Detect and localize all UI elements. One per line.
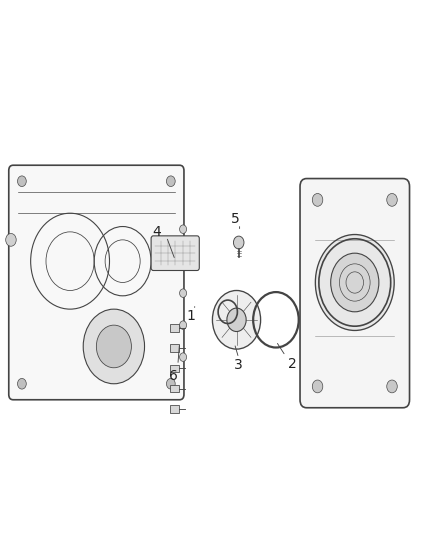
Circle shape bbox=[18, 378, 26, 389]
Circle shape bbox=[6, 233, 16, 246]
Bar bbox=[170, 405, 179, 413]
Circle shape bbox=[331, 253, 379, 312]
Circle shape bbox=[180, 353, 187, 361]
Text: 4: 4 bbox=[152, 225, 161, 239]
Text: 3: 3 bbox=[234, 358, 243, 372]
Circle shape bbox=[18, 176, 26, 187]
Circle shape bbox=[166, 378, 175, 389]
Circle shape bbox=[180, 225, 187, 233]
Circle shape bbox=[180, 289, 187, 297]
Circle shape bbox=[387, 380, 397, 393]
Circle shape bbox=[233, 236, 244, 249]
Circle shape bbox=[315, 235, 394, 330]
Circle shape bbox=[312, 193, 323, 206]
Circle shape bbox=[312, 380, 323, 393]
Bar bbox=[170, 344, 179, 352]
Circle shape bbox=[227, 308, 246, 332]
Circle shape bbox=[180, 257, 187, 265]
Circle shape bbox=[166, 176, 175, 187]
FancyBboxPatch shape bbox=[9, 165, 184, 400]
Circle shape bbox=[83, 309, 145, 384]
Circle shape bbox=[212, 290, 261, 349]
Text: 5: 5 bbox=[231, 212, 240, 225]
Circle shape bbox=[180, 321, 187, 329]
Text: 2: 2 bbox=[288, 357, 297, 370]
FancyBboxPatch shape bbox=[300, 179, 410, 408]
Bar bbox=[170, 365, 179, 372]
Text: 1: 1 bbox=[186, 309, 195, 322]
FancyBboxPatch shape bbox=[151, 236, 199, 271]
Text: 6: 6 bbox=[169, 369, 177, 383]
Bar bbox=[170, 385, 179, 392]
Bar bbox=[170, 324, 179, 332]
Circle shape bbox=[96, 325, 131, 368]
Circle shape bbox=[387, 193, 397, 206]
